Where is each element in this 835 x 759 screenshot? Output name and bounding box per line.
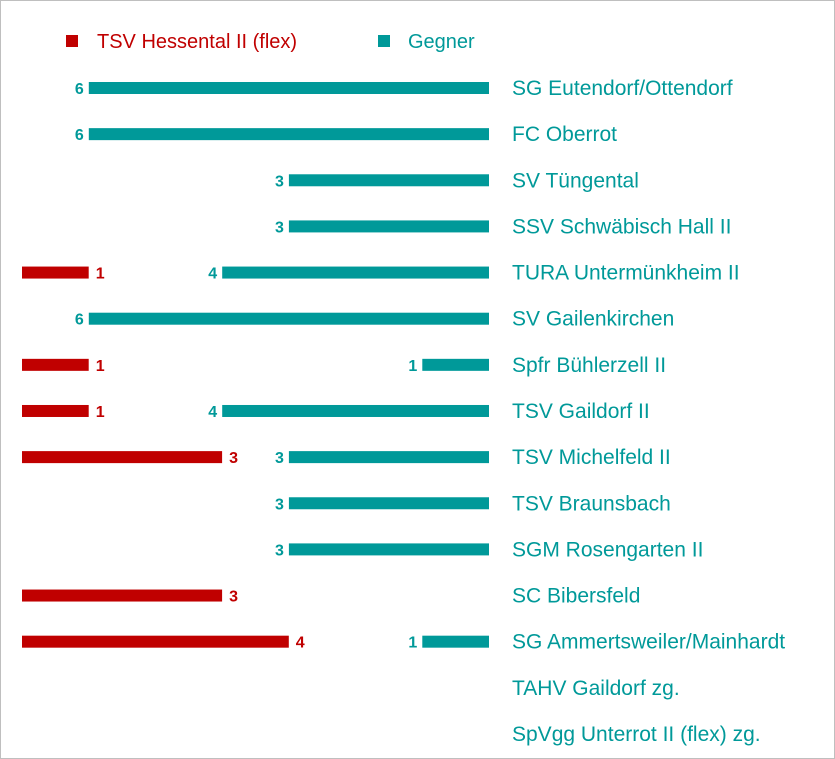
home-value-label: 1 [96,358,105,375]
away-bar [422,635,489,648]
team-label: TURA Untermünkheim II [512,262,740,285]
away-value-label: 1 [408,358,417,375]
away-value-label: 3 [275,542,284,559]
away-bar [288,220,489,233]
team-label: Spfr Bühlerzell II [512,354,666,377]
team-label: SG Ammertsweiler/Mainhardt [512,631,785,654]
away-bar [222,266,489,279]
away-value-label: 4 [208,404,217,421]
chart-row: Spfr Bühlerzell II 1 1 [22,354,666,377]
chart-row: FC Oberrot 6 [75,123,617,146]
team-label: SV Tüngental [512,169,639,192]
team-label: SpVgg Unterrot II (flex) zg. [512,723,761,746]
legend-swatch-away [378,35,390,47]
team-label: SSV Schwäbisch Hall II [512,215,731,238]
away-bar [88,128,490,141]
chart-row: SV Tüngental 3 [275,169,639,192]
chart-row: TSV Braunsbach 3 [275,492,671,515]
home-bar [22,635,289,648]
chart-row: SG Eutendorf/Ottendorf 6 [75,77,733,100]
away-value-label: 3 [275,219,284,236]
away-value-label: 1 [408,635,417,652]
away-bar [88,82,490,94]
team-label: TSV Gaildorf II [512,400,650,423]
away-value-label: 3 [275,450,284,467]
legend: TSV Hessental II (flex) Gegner [66,31,475,53]
legend-label-away: Gegner [408,31,475,53]
away-value-label: 6 [75,127,84,144]
away-bar [422,358,489,371]
away-value-label: 3 [275,173,284,190]
home-bar [22,451,223,464]
team-label: TSV Braunsbach [512,492,671,515]
chart-row: SC Bibersfeld 3 [22,585,640,608]
team-label: FC Oberrot [512,123,617,146]
team-label: TAHV Gaildorf zg. [512,677,680,700]
team-label: TSV Michelfeld II [512,446,671,469]
away-value-label: 3 [275,496,284,513]
away-value-label: 6 [75,81,84,98]
chart-row: TAHV Gaildorf zg. [512,677,680,700]
home-value-label: 1 [96,404,105,421]
home-bar [22,589,223,602]
chart-row: SGM Rosengarten II 3 [275,538,703,561]
team-label: SC Bibersfeld [512,585,640,608]
chart-row: TURA Untermünkheim II 4 1 [22,262,740,285]
away-value-label: 4 [208,266,217,283]
chart-row: TSV Michelfeld II 3 3 [22,446,671,469]
home-value-label: 3 [229,589,238,606]
away-bar [288,497,489,510]
home-bar [22,358,89,371]
team-label: SG Eutendorf/Ottendorf [512,77,733,100]
away-bar [288,543,489,556]
chart-marks: SG Eutendorf/Ottendorf 6 FC Oberrot 6 SV Tün… [22,77,785,746]
home-value-label: 4 [296,635,305,652]
away-value-label: 6 [75,312,84,329]
home-value-label: 1 [96,266,105,283]
home-value-label: 3 [229,450,238,467]
chart-row: SG Ammertsweiler/Mainhardt 1 4 [22,631,785,654]
away-bar [222,404,489,417]
home-bar [22,266,89,279]
away-bar [88,312,490,325]
legend-swatch-home [66,35,78,47]
legend-label-home: TSV Hessental II (flex) [97,31,297,53]
away-bar [288,174,489,187]
home-bar [22,404,89,417]
away-bar [288,451,489,464]
team-label: SV Gailenkirchen [512,308,674,331]
chart-row: TSV Gaildorf II 4 1 [22,400,650,423]
chart-row: SV Gailenkirchen 6 [75,308,674,331]
team-label: SGM Rosengarten II [512,538,703,561]
chart-row: SpVgg Unterrot II (flex) zg. [512,723,761,746]
chart-row: SSV Schwäbisch Hall II 3 [275,215,731,238]
